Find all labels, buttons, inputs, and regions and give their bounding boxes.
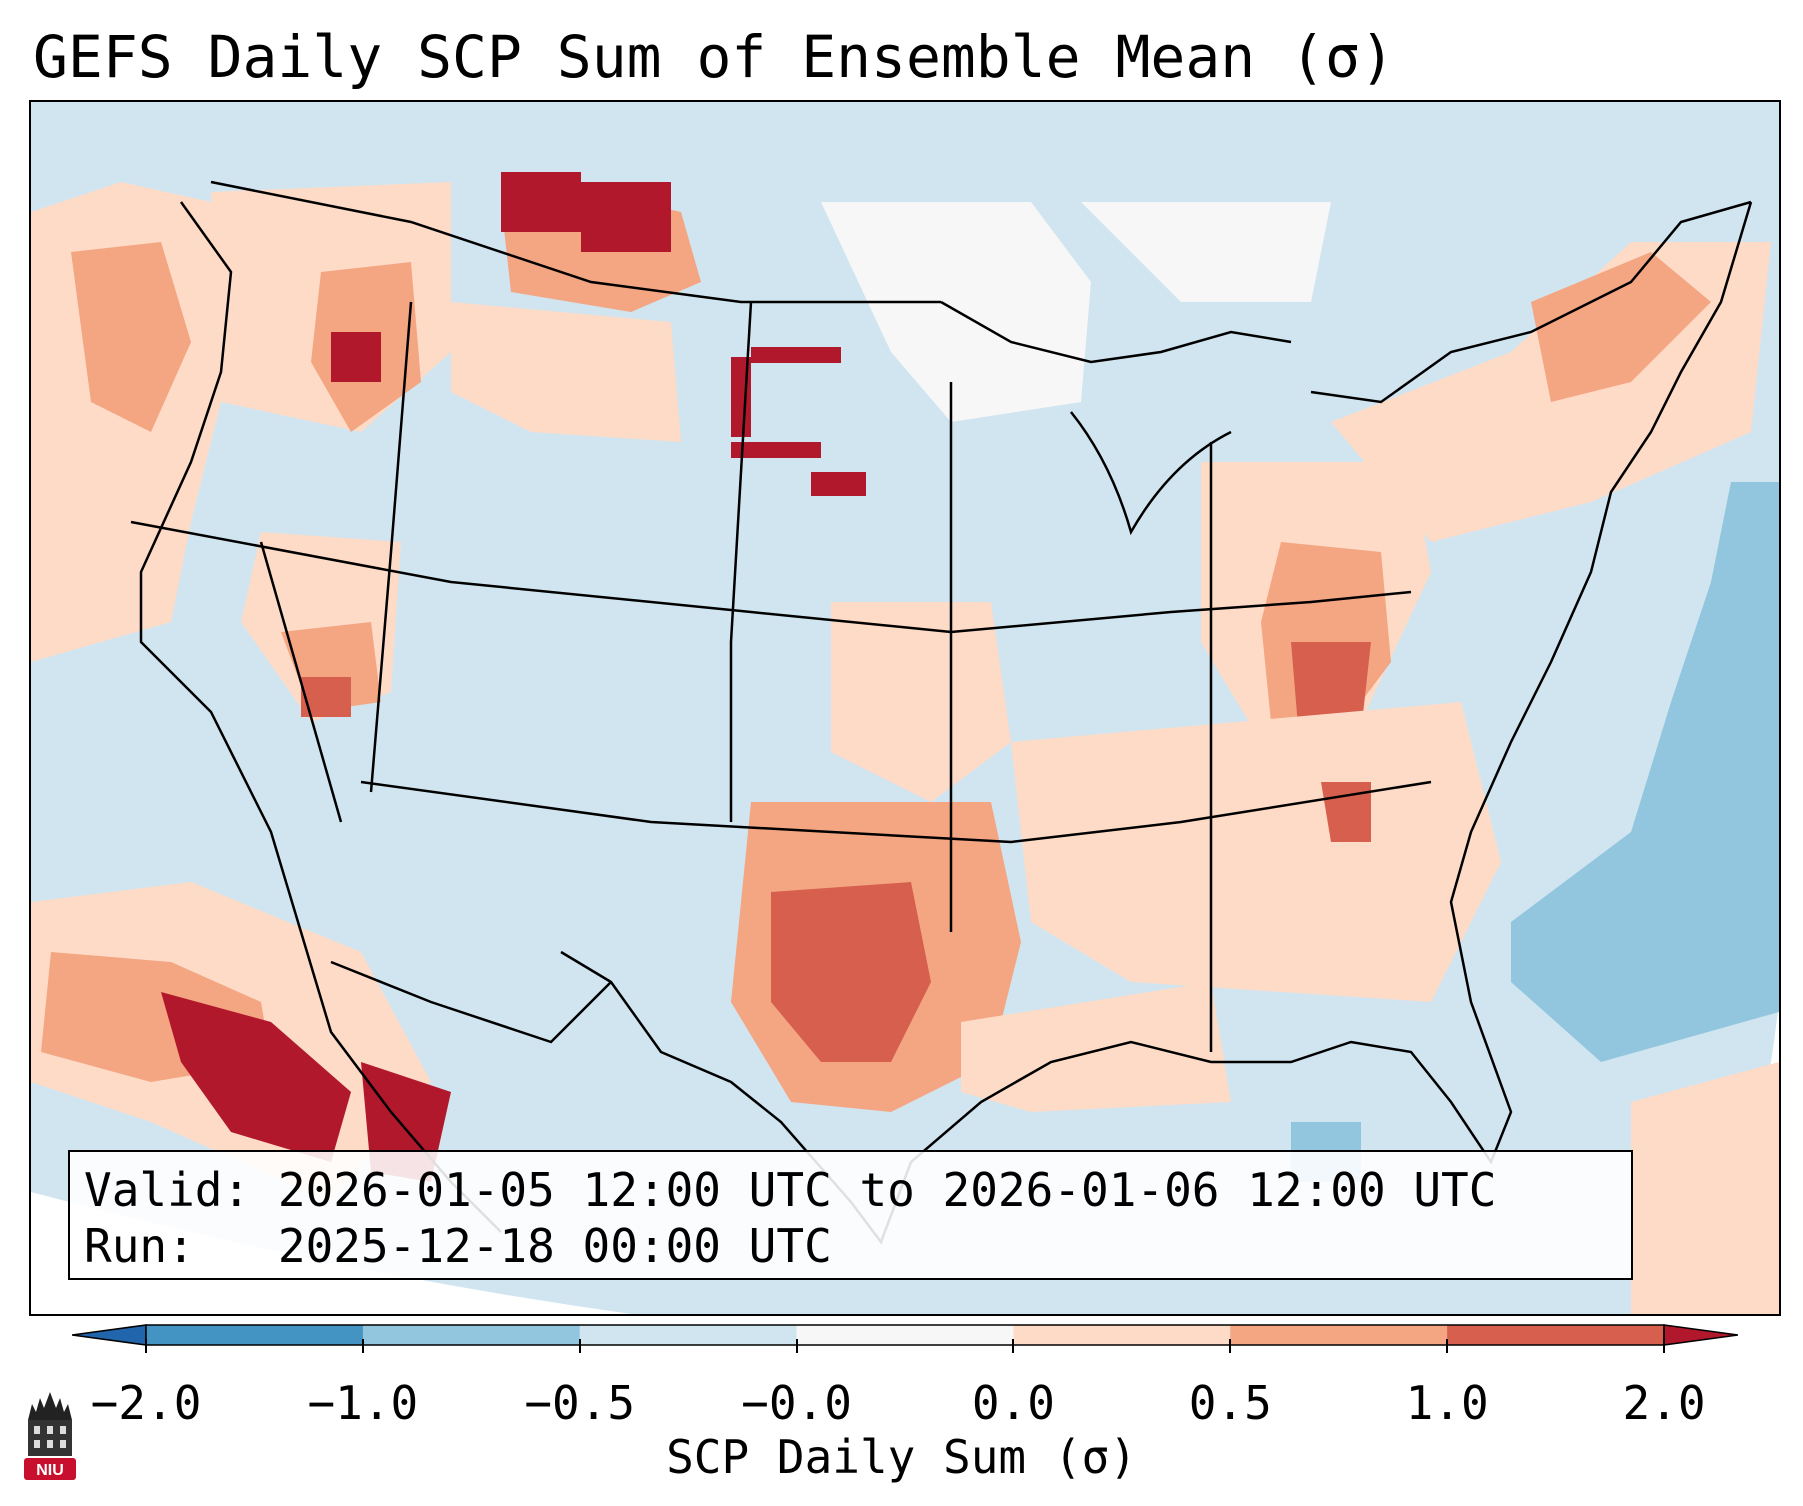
patch-texas-red — [771, 882, 931, 1062]
colorbar-tick-label: −2.0 — [90, 1376, 202, 1430]
valid-value: 2026-01-05 12:00 UTC to 2026-01-06 12:00… — [277, 1163, 1497, 1217]
colorbar-tick-mark — [1229, 1339, 1232, 1353]
patch-pacific-nw-mid — [71, 242, 191, 432]
colorbar-segment — [1230, 1325, 1448, 1345]
colorbar-label: SCP Daily Sum (σ) — [666, 1430, 1137, 1484]
colorbar-tick-mark — [1663, 1339, 1665, 1353]
patch-southeast-light — [1011, 702, 1501, 1002]
colorbar-tick-mark — [1012, 1339, 1015, 1353]
niu-tower-icon: NIU — [24, 1392, 76, 1480]
run-row: Run: 2025-12-18 00:00 UTC — [84, 1218, 1617, 1274]
canada-border-west — [210, 180, 941, 304]
colorbar-tick-label: 1.0 — [1405, 1376, 1489, 1430]
colorbar-segment — [1013, 1325, 1231, 1345]
colorbar-outline — [145, 1324, 1665, 1346]
mexico-border — [330, 960, 612, 1044]
map-panel — [29, 100, 1781, 1316]
west-coastline — [139, 201, 502, 1233]
patch-sd-dark1 — [751, 347, 841, 363]
colorbar-extend-high — [1663, 1324, 1738, 1346]
colorbar-segment — [1447, 1325, 1665, 1345]
colorbar-tick-mark — [795, 1339, 798, 1353]
patch-kansas-light — [831, 602, 1011, 802]
patch-ne-dark1 — [731, 442, 821, 458]
patch-baja-dark — [161, 992, 351, 1162]
borders — [130, 180, 1753, 1245]
colorbar-tick-mark — [145, 1339, 147, 1353]
patch-ne-dark2 — [811, 472, 866, 496]
patch-northeast-mid — [1531, 252, 1711, 402]
colorbar-segment — [146, 1325, 364, 1345]
nodata-sw — [31, 1192, 631, 1314]
colorbar-tick-label: −0.0 — [741, 1376, 852, 1430]
patch-oregon-dark — [331, 332, 381, 382]
colorbar-tick-label: 2.0 — [1622, 1376, 1706, 1430]
patch-atlantic-blue — [1511, 482, 1779, 1062]
colorbar-tick-mark — [1446, 1339, 1449, 1353]
colorbar-tick-mark — [361, 1339, 364, 1353]
colorbar-segment — [796, 1325, 1014, 1345]
colorbar-segment — [362, 1325, 581, 1345]
patch-gulf-light — [961, 982, 1231, 1112]
validity-info-box: Valid: 2026-01-05 12:00 UTC to 2026-01-0… — [68, 1150, 1633, 1280]
valid-row: Valid: 2026-01-05 12:00 UTC to 2026-01-0… — [84, 1162, 1617, 1218]
colorbar-tick-label: −0.5 — [524, 1376, 636, 1430]
colorbar-tick-label: 0.5 — [1188, 1376, 1272, 1430]
colorbar-segment — [579, 1325, 798, 1345]
colorbar-tick-label: −1.0 — [307, 1376, 419, 1430]
canada-border-east — [1310, 200, 1752, 404]
plains-line — [729, 301, 753, 822]
valid-label: Valid: — [84, 1163, 251, 1217]
lake-michigan — [1070, 411, 1232, 536]
patch-canada-white — [1081, 202, 1331, 302]
colorbar — [72, 1324, 1738, 1346]
colorbar-tick-mark — [578, 1339, 581, 1353]
state-line-2 — [360, 780, 1432, 844]
chart-title: GEFS Daily SCP Sum of Ensemble Mean (σ) — [33, 23, 1395, 91]
colorbar-extend-low — [72, 1324, 147, 1346]
patch-wyoming-light — [451, 302, 681, 442]
run-value: 2025-12-18 00:00 UTC — [277, 1219, 832, 1273]
idaho-utah-line — [369, 301, 413, 793]
patch-caribbean-light — [1631, 1062, 1779, 1314]
run-label: Run: — [84, 1219, 195, 1273]
logo-text: NIU — [36, 1462, 64, 1479]
patch-montana-dark2 — [581, 182, 671, 252]
great-lakes-border — [940, 300, 1292, 364]
colorbar-tick-label: 0.0 — [971, 1376, 1055, 1430]
patch-montana-dark1 — [501, 172, 581, 232]
anomaly-map — [31, 102, 1779, 1314]
nevada-line — [259, 541, 343, 823]
